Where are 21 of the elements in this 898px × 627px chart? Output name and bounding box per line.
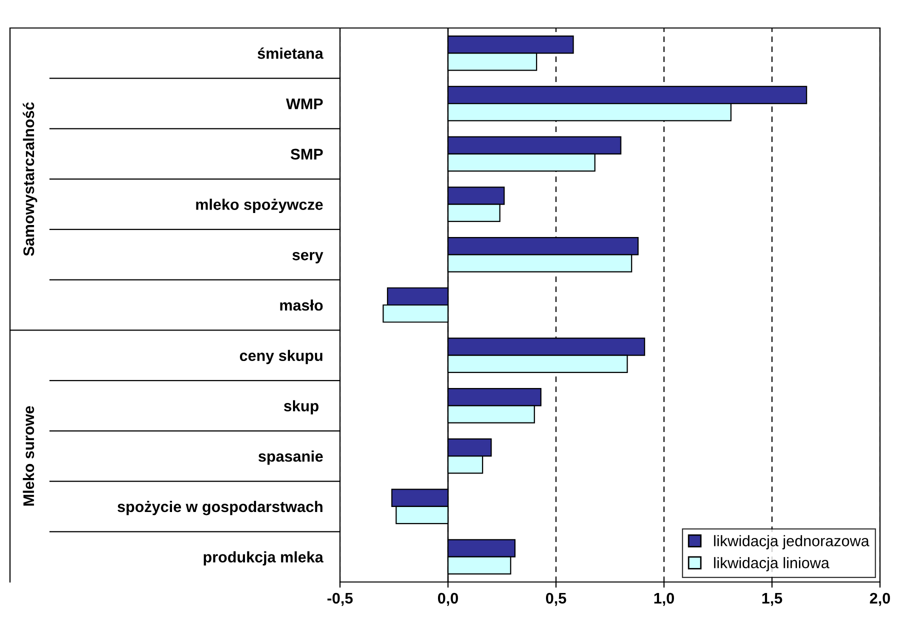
x-tick-label: 1,5 [762,592,782,606]
x-tick-label: -0,5 [327,592,353,606]
y-tick-label: mleko spożywcze [196,198,323,213]
x-tick-label: 1,0 [654,592,674,606]
x-tick-label: 0,0 [438,592,458,606]
y-tick-label: spasanie [258,450,323,465]
x-tick-label: 2,0 [870,592,890,606]
text: Samowystarczalność [22,102,38,256]
x-tick-label: 0,5 [546,592,566,606]
y-tick-label: WMP [286,98,323,110]
y-tick-label: śmietana [258,48,324,59]
y-tick-label: skup [284,400,318,414]
y-tick-label: SMP [290,148,323,160]
legend-label: likwidacja liniowa [714,557,830,572]
y-tick-label: produkcja mleka [204,551,324,566]
y-tick-label: spożycie w gospodarstwach [118,500,322,516]
y-tick-label: ceny skupu [240,350,322,364]
y-tick-label: masło [280,299,323,311]
text: Mleko surowe [22,406,34,506]
y-tick-label: sery [292,252,324,264]
legend-label: likwidacja jednorazowa [714,535,870,550]
